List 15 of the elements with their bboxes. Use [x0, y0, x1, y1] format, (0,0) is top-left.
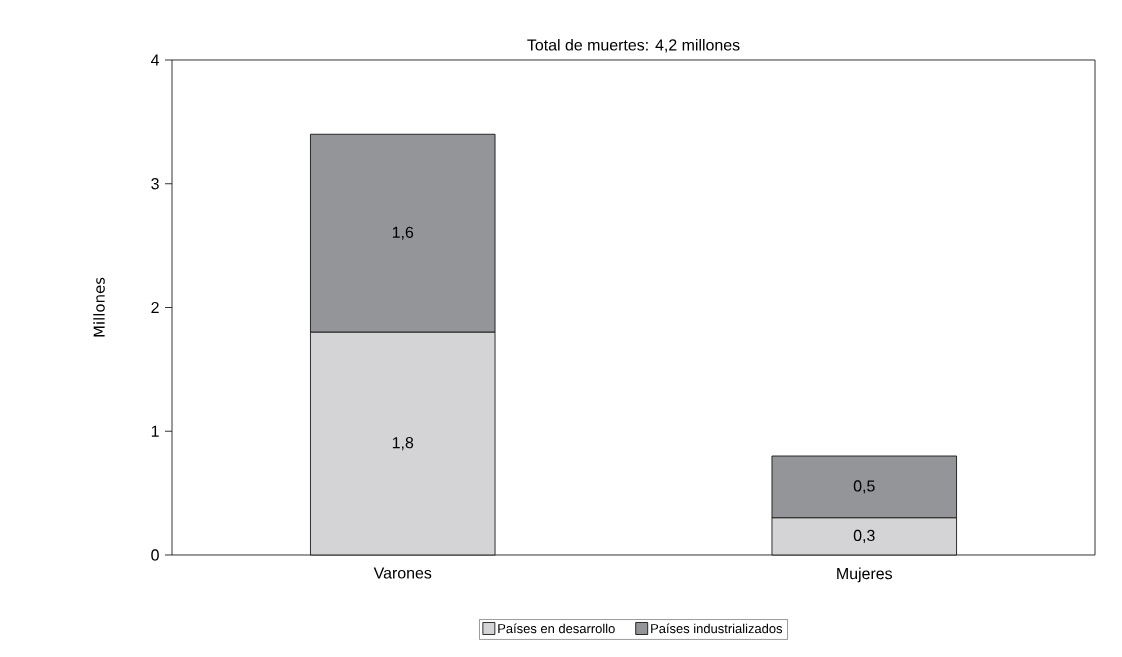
- y-tick-label: 2: [151, 301, 159, 314]
- data-label: 1,8: [392, 437, 414, 451]
- legend-label: Países en desarrollo: [498, 623, 615, 634]
- legend-label: Países industrializados: [651, 623, 783, 634]
- data-label: 1,6: [392, 226, 414, 240]
- y-tick-label: 1: [151, 425, 159, 437]
- y-tick-label: 0: [151, 549, 159, 561]
- data-label: 0,3: [853, 529, 875, 543]
- chart-title: Total de muertes: 4,2 millones: [527, 38, 740, 53]
- x-tick-label: Varones: [373, 567, 432, 579]
- data-label: 0,5: [853, 480, 875, 494]
- x-tick-label: Mujeres: [837, 567, 893, 583]
- y-axis-title: Millones: [93, 277, 105, 337]
- y-tick-label: 3: [151, 178, 159, 190]
- y-tick-label: 4: [150, 54, 160, 66]
